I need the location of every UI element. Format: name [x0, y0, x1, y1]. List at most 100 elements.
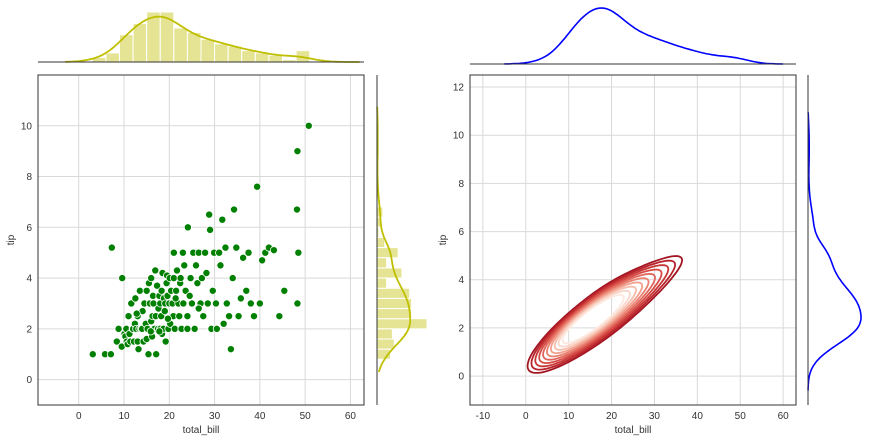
y-tick-label: 2 — [458, 323, 464, 334]
top-histogram-bar — [173, 27, 188, 63]
scatter-point — [222, 299, 231, 308]
y-tick-label: 10 — [21, 121, 33, 132]
scatter-point — [293, 147, 302, 156]
scatter-point — [172, 286, 181, 295]
y-tick-label: 6 — [26, 223, 32, 234]
scatter-point — [124, 312, 133, 321]
scatter-point — [234, 312, 243, 321]
top-kde-curve — [65, 15, 360, 63]
scatter-point — [194, 304, 203, 313]
scatter-point — [179, 299, 188, 308]
right-kde-curve — [807, 112, 862, 391]
x-tick-label: 0 — [523, 411, 529, 422]
scatter-point — [169, 274, 178, 283]
scatter-point — [118, 274, 127, 283]
scatter-point — [180, 261, 189, 270]
left-scatter-points — [88, 121, 313, 359]
scatter-point — [218, 215, 227, 224]
x-tick-label: -10 — [476, 411, 491, 422]
scatter-point — [173, 266, 182, 275]
scatter-point — [132, 309, 141, 318]
scatter-point — [135, 286, 144, 295]
right-histogram-bar — [376, 267, 403, 279]
right-histogram-bar — [376, 247, 399, 259]
x-tick-label: 0 — [76, 411, 82, 422]
top-kde-curve — [504, 7, 784, 65]
right-histogram-bar — [376, 308, 413, 320]
scatter-point — [151, 266, 160, 275]
scatter-point — [146, 327, 155, 336]
right-right-marginal — [807, 112, 862, 391]
x-tick-label: 30 — [649, 411, 661, 422]
scatter-point — [226, 345, 235, 354]
kde-contour-level — [557, 289, 631, 348]
x-tick-label: 10 — [118, 411, 130, 422]
y-tick-label: 0 — [458, 372, 464, 383]
scatter-point — [190, 324, 199, 333]
right-histogram-bar — [376, 236, 386, 249]
left-plot-frame — [37, 74, 365, 406]
scatter-point — [216, 261, 225, 270]
scatter-point — [269, 246, 278, 255]
kde-contour-level — [538, 268, 663, 364]
scatter-point — [208, 286, 217, 295]
right-plot-frame — [469, 74, 797, 406]
y-tick-label: 2 — [26, 324, 32, 335]
right-histogram-bar — [376, 277, 388, 289]
scatter-point — [253, 182, 262, 191]
scatter-point — [244, 248, 253, 257]
x-tick-label: 10 — [563, 411, 575, 422]
scatter-point — [187, 299, 196, 308]
y-tick-label: 8 — [26, 172, 32, 183]
scatter-point — [131, 294, 140, 303]
scatter-point — [293, 299, 302, 308]
y-tick-label: 4 — [26, 274, 32, 285]
scatter-point — [221, 243, 230, 252]
scatter-point — [197, 274, 206, 283]
scatter-point — [170, 324, 179, 333]
scatter-point — [147, 274, 156, 283]
scatter-point — [183, 223, 192, 232]
scatter-point — [304, 121, 313, 130]
scatter-point — [152, 350, 161, 359]
scatter-point — [160, 307, 169, 316]
scatter-point — [239, 253, 248, 262]
kde-contour-level — [530, 259, 677, 371]
left-y-axis-label: tip — [6, 234, 17, 245]
left-top-marginal — [65, 11, 360, 63]
kde-contour-level — [534, 264, 670, 368]
left-grid — [38, 75, 364, 405]
right-histogram-bar — [376, 257, 388, 269]
x-tick-label: 20 — [606, 411, 618, 422]
scatter-point — [225, 312, 234, 321]
right-joint-plot: -10 0 10 20 30 40 50 60 0 2 4 6 8 10 12 total_bill tip — [438, 7, 862, 436]
scatter-point — [171, 294, 180, 303]
left-joint-plot: 0 10 20 30 40 50 60 0 2 4 6 8 10 total_bill tip — [6, 11, 428, 436]
right-kde-contours — [526, 255, 684, 374]
top-histogram-bar — [200, 38, 216, 63]
scatter-point — [199, 312, 208, 321]
scatter-point — [246, 299, 255, 308]
right-grid — [470, 75, 796, 405]
scatter-point — [153, 281, 162, 290]
scatter-point — [157, 286, 166, 295]
scatter-point — [114, 324, 123, 333]
kde-contour-level — [553, 285, 637, 351]
scatter-point — [203, 299, 212, 308]
scatter-point — [280, 286, 289, 295]
scatter-point — [144, 350, 153, 359]
scatter-point — [112, 337, 121, 346]
scatter-point — [206, 225, 215, 234]
scatter-point — [242, 286, 251, 295]
right-tick-labels: -10 0 10 20 30 40 50 60 0 2 4 6 8 10 12 — [453, 83, 789, 422]
x-tick-label: 50 — [300, 411, 312, 422]
scatter-point — [212, 324, 221, 333]
kde-contour-level — [546, 277, 650, 358]
scatter-point — [169, 248, 178, 257]
scatter-point — [192, 261, 201, 270]
scatter-point — [205, 210, 214, 219]
scatter-point — [294, 248, 303, 257]
scatter-point — [155, 327, 164, 336]
scatter-point — [202, 268, 211, 277]
